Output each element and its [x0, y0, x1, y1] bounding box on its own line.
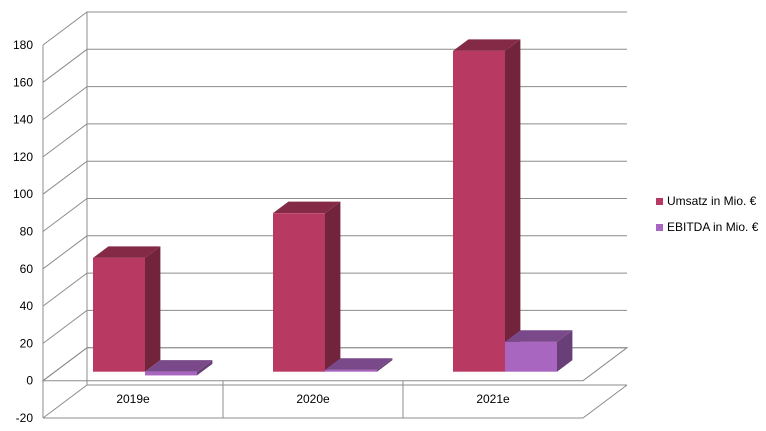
bar: [453, 39, 521, 372]
gridline: [42, 123, 627, 158]
bar-top: [453, 39, 521, 51]
gridline: [42, 160, 627, 195]
bars: [93, 39, 573, 376]
x-tick-label: 2021e: [476, 392, 510, 406]
bar-side: [325, 201, 341, 372]
bar-front: [145, 371, 197, 376]
gridline: [42, 384, 627, 419]
y-tick-label: 100: [13, 187, 33, 201]
y-tick-label: 140: [13, 113, 33, 127]
bar-front: [93, 257, 145, 372]
bar: [325, 358, 393, 372]
bar-side: [197, 360, 213, 376]
bar-front: [505, 341, 557, 372]
gridline: [42, 198, 627, 232]
legend-label: EBITDA in Mio. €: [667, 220, 759, 234]
bar: [93, 246, 161, 372]
legend-swatch: [656, 224, 663, 231]
gridlines: [42, 11, 627, 419]
gridline: [42, 48, 627, 83]
gridline: [42, 272, 627, 307]
legend-item: Umsatz in Mio. €: [656, 194, 757, 208]
bar-side: [377, 358, 393, 372]
legend-label: Umsatz in Mio. €: [667, 194, 757, 208]
bar-top: [273, 201, 341, 214]
y-tick-label: 0: [26, 374, 33, 388]
bar-side: [557, 330, 573, 372]
y-tick-label: 40: [20, 299, 34, 313]
bar-top: [325, 358, 393, 370]
gridline: [42, 235, 627, 270]
bar: [505, 330, 573, 372]
bar-front: [453, 50, 505, 372]
y-tick-label: 80: [20, 225, 34, 239]
y-tick-label: 180: [13, 38, 33, 52]
gridline: [42, 11, 627, 46]
y-tick-label: -20: [16, 411, 34, 425]
y-tick-label: 160: [13, 75, 33, 89]
y-axis-ticks: -20 0 20 40 60 80 100 120 140 160 180: [13, 38, 33, 425]
bar-side: [505, 39, 521, 372]
legend: Umsatz in Mio. € EBITDA in Mio. €: [656, 194, 759, 234]
gridline: [42, 86, 627, 120]
y-tick-label: 20: [20, 336, 34, 350]
bar-top: [145, 360, 213, 372]
gridline: [42, 309, 627, 344]
legend-swatch: [656, 198, 663, 205]
bar-side: [145, 246, 161, 372]
bar-top: [93, 246, 161, 258]
chart-floor: [41, 347, 629, 419]
bar-front: [325, 369, 377, 372]
x-tick-label: 2020e: [296, 392, 330, 406]
bar-top: [505, 330, 573, 342]
y-tick-label: 60: [20, 262, 34, 276]
bar: [145, 360, 213, 376]
y-tick-label: 120: [13, 150, 33, 164]
legend-item: EBITDA in Mio. €: [656, 220, 759, 234]
bar-front: [273, 213, 325, 372]
x-tick-label: 2019e: [116, 392, 150, 406]
x-axis-ticks: 2019e 2020e 2021e: [116, 392, 510, 406]
bar: [273, 201, 341, 372]
